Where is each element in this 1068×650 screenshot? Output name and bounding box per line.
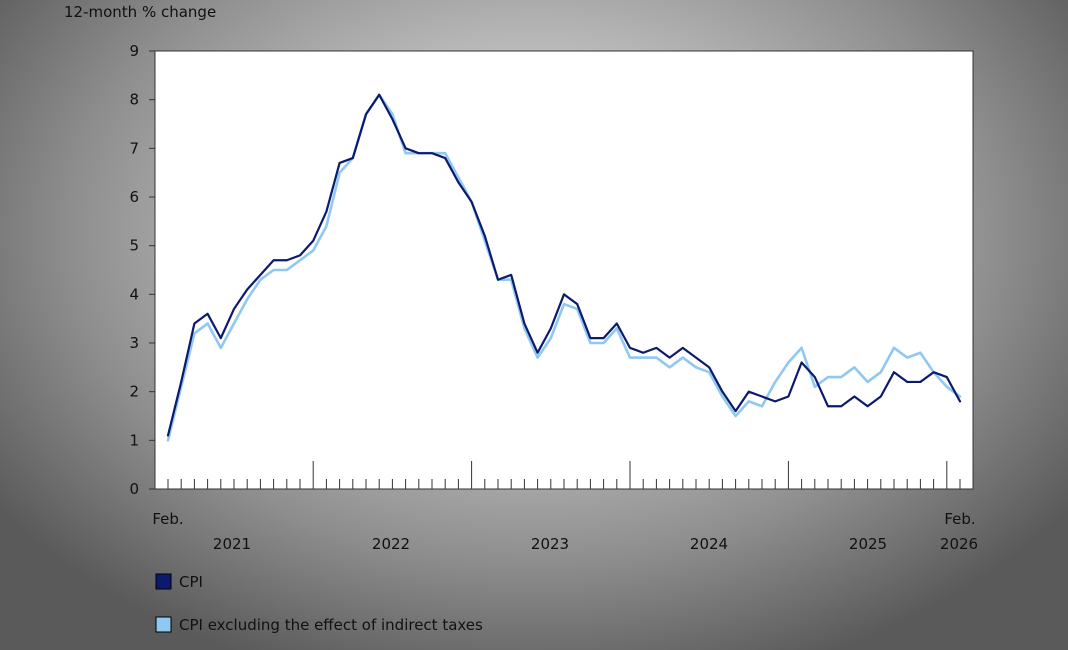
x-start-month-label: Feb. [152,510,183,528]
y-tick-label-9: 9 [129,42,139,60]
x-year-label-2026: 2026 [940,535,978,553]
y-tick-label-4: 4 [129,285,139,303]
y-tick-label-5: 5 [129,237,139,255]
legend-swatch-cpi-excl-indirect-taxes [156,617,171,632]
x-year-label-2022: 2022 [372,535,410,553]
legend-label-cpi: CPI [179,573,203,591]
y-tick-label-8: 8 [129,91,139,109]
y-tick-label-1: 1 [129,431,139,449]
x-end-month-label: Feb. [944,510,975,528]
x-year-label-2024: 2024 [690,535,728,553]
y-axis-unit-label: 12-month % change [64,3,216,21]
y-tick-label-3: 3 [129,334,139,352]
y-tick-label-0: 0 [129,480,139,498]
y-tick-label-2: 2 [129,383,139,401]
x-year-label-2023: 2023 [531,535,569,553]
y-tick-label-7: 7 [129,139,139,157]
legend-swatch-cpi [156,574,171,589]
legend: CPI CPI excluding the effect of indirect… [156,573,483,634]
y-tick-label-6: 6 [129,188,139,206]
x-year-label-2021: 2021 [213,535,251,553]
x-year-label-2025: 2025 [849,535,887,553]
legend-label-cpi-excl-indirect-taxes: CPI excluding the effect of indirect tax… [179,616,483,634]
